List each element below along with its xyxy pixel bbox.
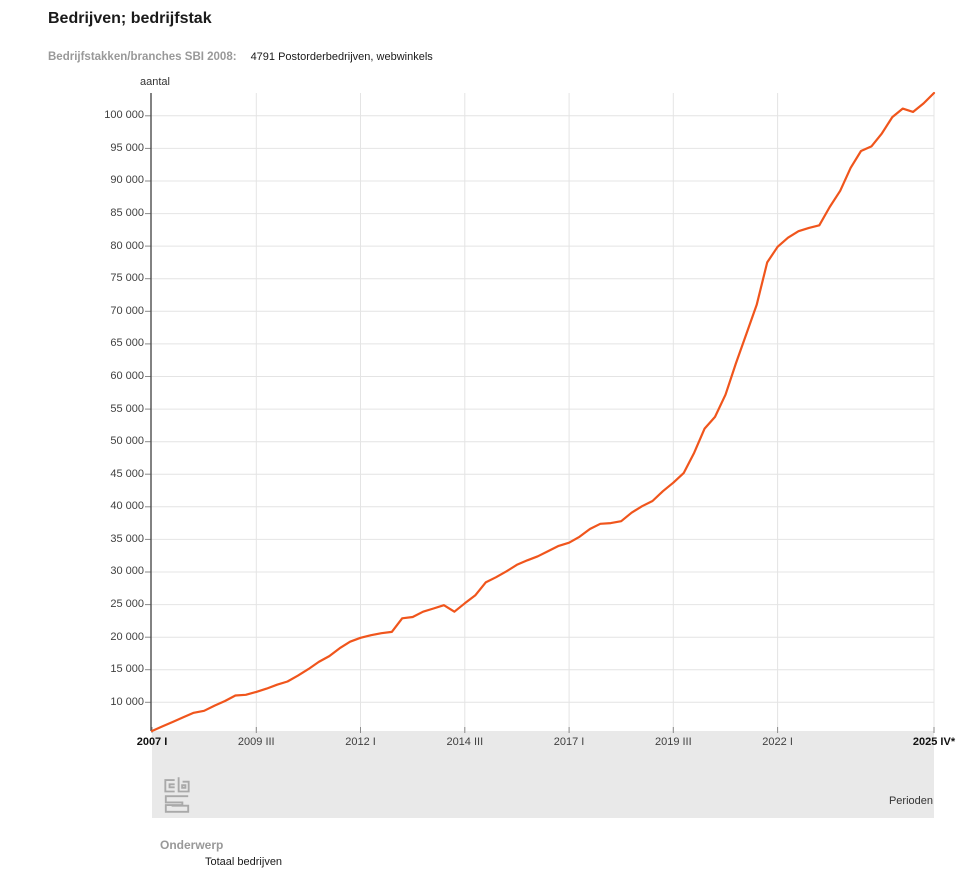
x-axis-tick-label: 2014 III — [446, 736, 484, 748]
y-axis-tick-label: 40 000 — [110, 500, 144, 513]
y-axis-tick-label: 15 000 — [110, 663, 144, 676]
x-axis-tick-label: 2017 I — [553, 736, 585, 748]
y-axis-tick-label: 75 000 — [110, 272, 144, 285]
y-axis-tick-label: 55 000 — [110, 402, 144, 415]
legend-item-totaal-bedrijven[interactable]: Totaal bedrijven — [160, 856, 282, 868]
y-axis-tick-label: 60 000 — [110, 369, 144, 382]
x-axis-tick-label: 2019 III — [654, 736, 692, 748]
y-axis-tick-label: 65 000 — [110, 337, 144, 350]
branch-filter-label: Bedrijfstakken/branches SBI 2008: — [48, 51, 237, 63]
y-axis-tick-label: 50 000 — [110, 435, 144, 448]
y-axis-tick-label: 90 000 — [110, 174, 144, 187]
y-axis-tick-label: 30 000 — [110, 565, 144, 578]
y-axis-tick-label: 45 000 — [110, 467, 144, 480]
series-line-totaal-bedrijven[interactable] — [150, 91, 936, 733]
branch-filter: Bedrijfstakken/branches SBI 2008: 4791 Po… — [48, 51, 433, 63]
x-axis-tick-label: 2012 I — [345, 736, 376, 748]
y-axis-unit-label: aantal — [140, 76, 170, 88]
x-axis-title: Perioden — [888, 795, 933, 807]
y-axis-tick-label: 20 000 — [110, 630, 144, 643]
y-axis-tick-label: 95 000 — [110, 141, 144, 154]
x-axis-tick-label: 2022 I — [762, 736, 793, 748]
y-axis-tick-label: 25 000 — [110, 598, 144, 611]
x-axis-tick-label: 2025 IV* — [912, 736, 956, 748]
y-axis-tick-label: 35 000 — [110, 532, 144, 545]
x-axis-tick-label: 2009 III — [237, 736, 275, 748]
legend-heading: Onderwerp — [160, 838, 224, 852]
branch-filter-value[interactable]: 4791 Postorderbedrijven, webwinkels — [250, 51, 433, 63]
cbs-logo-icon — [164, 777, 190, 813]
x-axis-footer-band — [152, 731, 934, 818]
y-axis-tick-label: 85 000 — [110, 207, 144, 220]
legend-label: Totaal bedrijven — [205, 856, 283, 868]
x-axis-tick-label: 2007 I — [136, 736, 168, 748]
y-axis-tick-label: 80 000 — [110, 239, 144, 252]
y-axis-tick-label: 70 000 — [110, 304, 144, 317]
y-axis-tick-label: 100 000 — [104, 109, 144, 122]
y-axis-tick-label: 10 000 — [110, 695, 144, 708]
page-title: Bedrijven; bedrijfstak — [48, 10, 212, 27]
